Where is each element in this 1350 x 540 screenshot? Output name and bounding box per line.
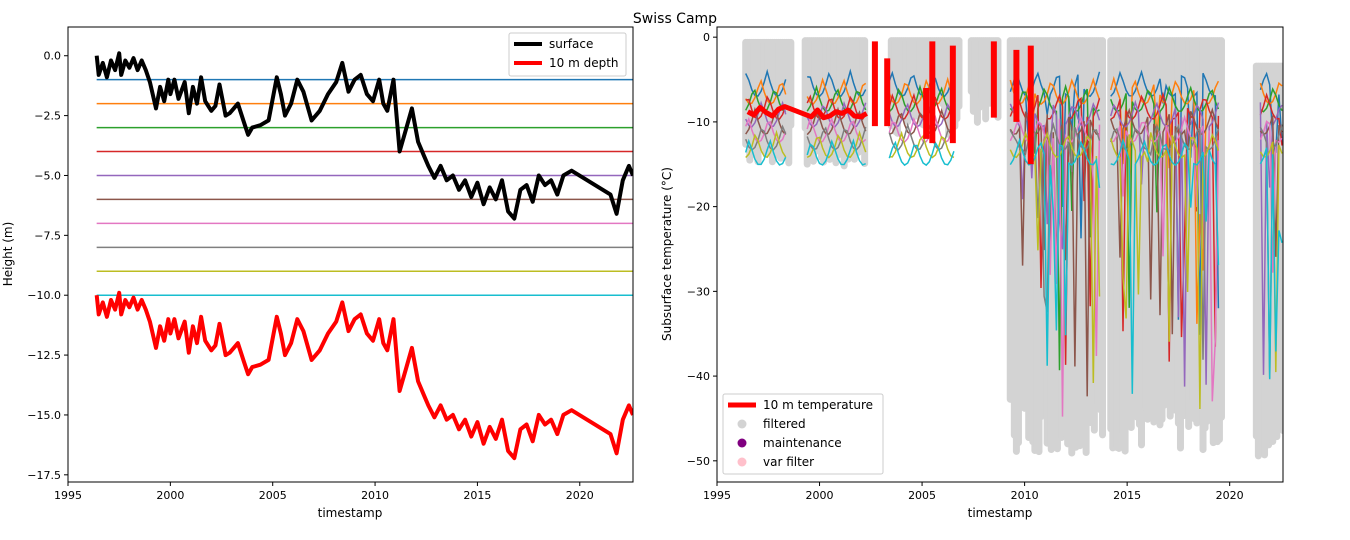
sensor-temperature-trace (1259, 87, 1283, 113)
y-tick-label: −7.5 (34, 229, 61, 242)
temperature-y-axis-label: Subsurface temperature (°C) (660, 167, 674, 341)
y-tick-label: −40 (687, 370, 710, 383)
sensor-temperature-trace (745, 68, 787, 98)
10m-temperature-line (746, 104, 868, 121)
sensor-temperature-trace (888, 122, 955, 151)
sensor-temperature-trace (806, 84, 867, 113)
temperature-legend: 10 m temperature filtered maintenance va… (722, 393, 884, 475)
legend-label-var-filter: var filter (763, 455, 814, 469)
temperature-x-axis-label: timestamp (968, 506, 1033, 520)
sensor-temperature-trace (888, 107, 954, 136)
height-legend: surface 10 m depth (508, 32, 627, 77)
sensor-temperature-trace (1009, 68, 1101, 239)
x-tick-label: 2010 (1011, 489, 1039, 502)
sensor-temperature-trace (888, 140, 955, 167)
x-tick-label: 2015 (1113, 489, 1141, 502)
y-tick-label: −12.5 (27, 349, 61, 362)
height-chart: 1995 2000 2005 2010 2015 2020 0.0 −2.5 −5.0 −7.5… (1, 26, 634, 520)
sensor-temperature-trace (806, 115, 867, 144)
x-tick-label: 2015 (463, 489, 491, 502)
sensor-temperature-trace (1259, 147, 1283, 380)
sensor-temperature-trace (806, 138, 866, 166)
legend-label-maintenance: maintenance (763, 436, 842, 450)
sensor-temperature-trace (806, 100, 867, 129)
legend-swatch-maintenance (737, 438, 747, 448)
sensor-temperature-trace (1110, 137, 1220, 394)
sensor-temperature-trace (1259, 81, 1283, 106)
x-tick-label: 2000 (156, 489, 184, 502)
y-tick-label: 0 (703, 31, 710, 44)
height-y-axis-label: Height (m) (1, 222, 15, 287)
sensor-temperature-trace (889, 130, 955, 159)
temperature-plot-frame (716, 26, 1284, 483)
legend-label-10m-depth: 10 m depth (549, 56, 619, 70)
sensor-temperature-trace (1110, 69, 1220, 335)
sensor-temperature-trace (1009, 77, 1101, 146)
sensor-temperature-trace (1109, 99, 1220, 387)
x-tick-label: 2020 (1216, 489, 1244, 502)
filtered-marker-column (1099, 37, 1107, 439)
sensor-temperature-trace (1110, 91, 1220, 362)
y-tick-label: −50 (687, 455, 710, 468)
x-tick-label: 1995 (54, 489, 82, 502)
x-tick-label: 2020 (566, 489, 594, 502)
height-x-axis-label: timestamp (318, 506, 383, 520)
x-tick-label: 1995 (703, 489, 731, 502)
sensor-temperature-trace (806, 77, 867, 105)
sensor-temperature-trace (745, 78, 787, 105)
legend-label-10m-temperature: 10 m temperature (763, 398, 873, 412)
x-tick-label: 2010 (361, 489, 389, 502)
filtered-marker-column (1217, 37, 1225, 421)
subsurface-temperature-chart: 1995 2000 2005 2010 2015 2020 0 −10 −20 −30 −40 −5… (660, 26, 1284, 520)
legend-swatch-var-filter (737, 457, 747, 467)
x-tick-label: 2000 (806, 489, 834, 502)
y-tick-label: −10 (687, 116, 710, 129)
y-tick-label: −10.0 (27, 289, 61, 302)
filtered-marker-column (787, 38, 795, 129)
sensor-temperature-trace (745, 100, 787, 128)
y-tick-label: −15.0 (27, 409, 61, 422)
sensor-temperature-trace (1009, 115, 1101, 417)
sensor-temperature-trace (888, 102, 955, 128)
x-tick-label: 2005 (259, 489, 287, 502)
legend-swatch-filtered (737, 419, 747, 429)
surface-series-line (94, 51, 633, 221)
y-tick-label: 0.0 (44, 50, 62, 63)
sensor-temperature-trace (1259, 102, 1283, 375)
sensor-temperature-trace (1259, 120, 1283, 273)
legend-label-filtered: filtered (763, 417, 806, 431)
sensor-temperature-trace (1009, 137, 1101, 366)
temperature-legend-box (722, 393, 884, 475)
legend-label-surface: surface (549, 37, 593, 51)
y-tick-label: −30 (687, 285, 710, 298)
height-plot-frame (67, 26, 634, 483)
y-tick-label: −5.0 (34, 169, 61, 182)
sensor-temperature-trace (1259, 92, 1283, 146)
sensor-temperature-trace (1009, 130, 1101, 384)
figure-suptitle: Swiss Camp (633, 11, 717, 27)
sensor-temperature-trace (806, 129, 867, 159)
filtered-marker-column (955, 37, 963, 110)
y-tick-label: −17.5 (27, 469, 61, 482)
y-tick-label: −2.5 (34, 110, 61, 123)
x-tick-label: 2005 (908, 489, 936, 502)
y-tick-label: −20 (687, 201, 710, 214)
sensor-temperature-trace (888, 84, 955, 113)
filtered-marker-column (1279, 62, 1283, 435)
sensor-temperature-trace (744, 138, 787, 166)
10m-depth-series-line (94, 290, 633, 461)
